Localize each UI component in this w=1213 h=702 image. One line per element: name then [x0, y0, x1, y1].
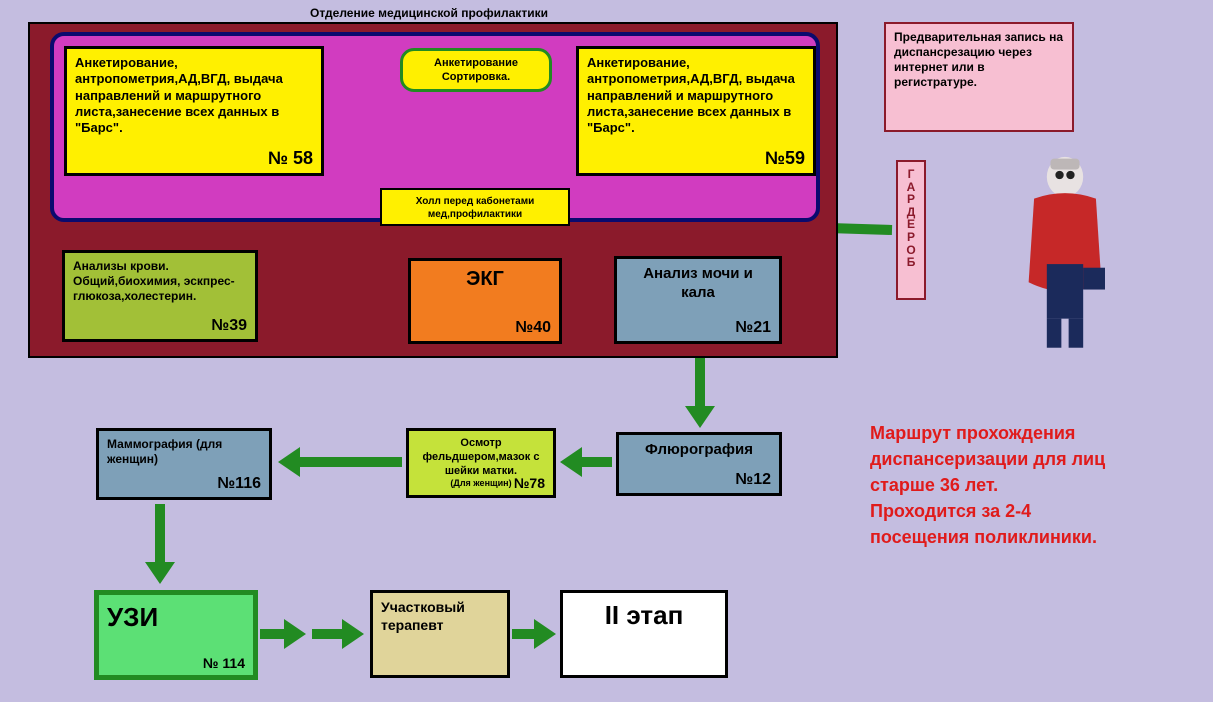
node-ther: Участковый терапевт: [370, 590, 510, 678]
arrow-n116-to-n114: [145, 504, 175, 584]
node-hall-text: Холл перед кабонетами мед,профилактики: [390, 196, 560, 221]
node-stage2: II этап: [560, 590, 728, 678]
arrow-n12-to-n78: [560, 447, 612, 477]
node-n59-number: №59: [765, 148, 805, 169]
node-n21-number: №21: [735, 319, 771, 337]
node-pre: Предварительная запись на диспансрезацию…: [884, 22, 1074, 132]
arrow-ther-to-stage2: [512, 619, 556, 649]
node-n114-number: № 114: [203, 655, 245, 671]
node-pre-text: Предварительная запись на диспансрезацию…: [894, 30, 1064, 90]
node-n21-text: Анализ мочи и кала: [625, 265, 771, 303]
person-illustration: [1010, 155, 1120, 355]
node-n78-text: Осмотр фельдшером,мазок с шейки матки.: [417, 437, 545, 478]
node-ther-text: Участковый терапевт: [381, 599, 499, 634]
header-title: Отделение медицинской профилактики: [310, 6, 548, 20]
node-n114-text: УЗИ: [107, 601, 245, 634]
route-description: Маршрут прохождениядиспансеризации для л…: [870, 420, 1105, 550]
node-n78: Осмотр фельдшером,мазок с шейки матки.(Д…: [406, 428, 556, 498]
node-n78-number: №78: [514, 475, 545, 491]
arrow-n114-to-ther-a: [260, 619, 306, 649]
node-n40-text: ЭКГ: [419, 267, 551, 292]
node-n40: ЭКГ №40: [408, 258, 562, 344]
node-n58-number: № 58: [268, 148, 313, 169]
node-n59-text: Анкетирование, антропометрия,АД,ВГД, выд…: [587, 55, 805, 136]
node-n116-number: №116: [217, 475, 261, 493]
node-n58-text: Анкетирование, антропометрия,АД,ВГД, выд…: [75, 55, 313, 136]
node-n12-number: №12: [735, 471, 771, 489]
node-sort: Анкетирование Сортировка.: [400, 48, 552, 92]
node-n39-text: Анализы крови. Общий,биохимия, эскпрес-г…: [73, 259, 247, 304]
arrow-n114-to-ther-b: [312, 619, 364, 649]
arrow-n78-to-n116: [278, 447, 402, 477]
node-n12: Флюрография №12: [616, 432, 782, 496]
node-n116-text: Маммография (для женщин): [107, 437, 261, 467]
node-n40-number: №40: [515, 319, 551, 337]
node-n58: Анкетирование, антропометрия,АД,ВГД, выд…: [64, 46, 324, 176]
node-ward: ГАРДЕРОБ: [896, 160, 926, 300]
node-n39: Анализы крови. Общий,биохимия, эскпрес-г…: [62, 250, 258, 342]
node-stage2-text: II этап: [571, 599, 717, 632]
node-n116: Маммография (для женщин) №116: [96, 428, 272, 500]
node-hall: Холл перед кабонетами мед,профилактики: [380, 188, 570, 226]
node-sort-text: Анкетирование Сортировка.: [411, 57, 541, 85]
node-n21: Анализ мочи и кала №21: [614, 256, 782, 344]
node-n39-number: №39: [211, 317, 247, 335]
node-n12-text: Флюрография: [627, 441, 771, 460]
node-n59: Анкетирование, антропометрия,АД,ВГД, выд…: [576, 46, 816, 176]
node-n114: УЗИ № 114: [94, 590, 258, 680]
arrow-n21-to-n12: [685, 348, 715, 428]
